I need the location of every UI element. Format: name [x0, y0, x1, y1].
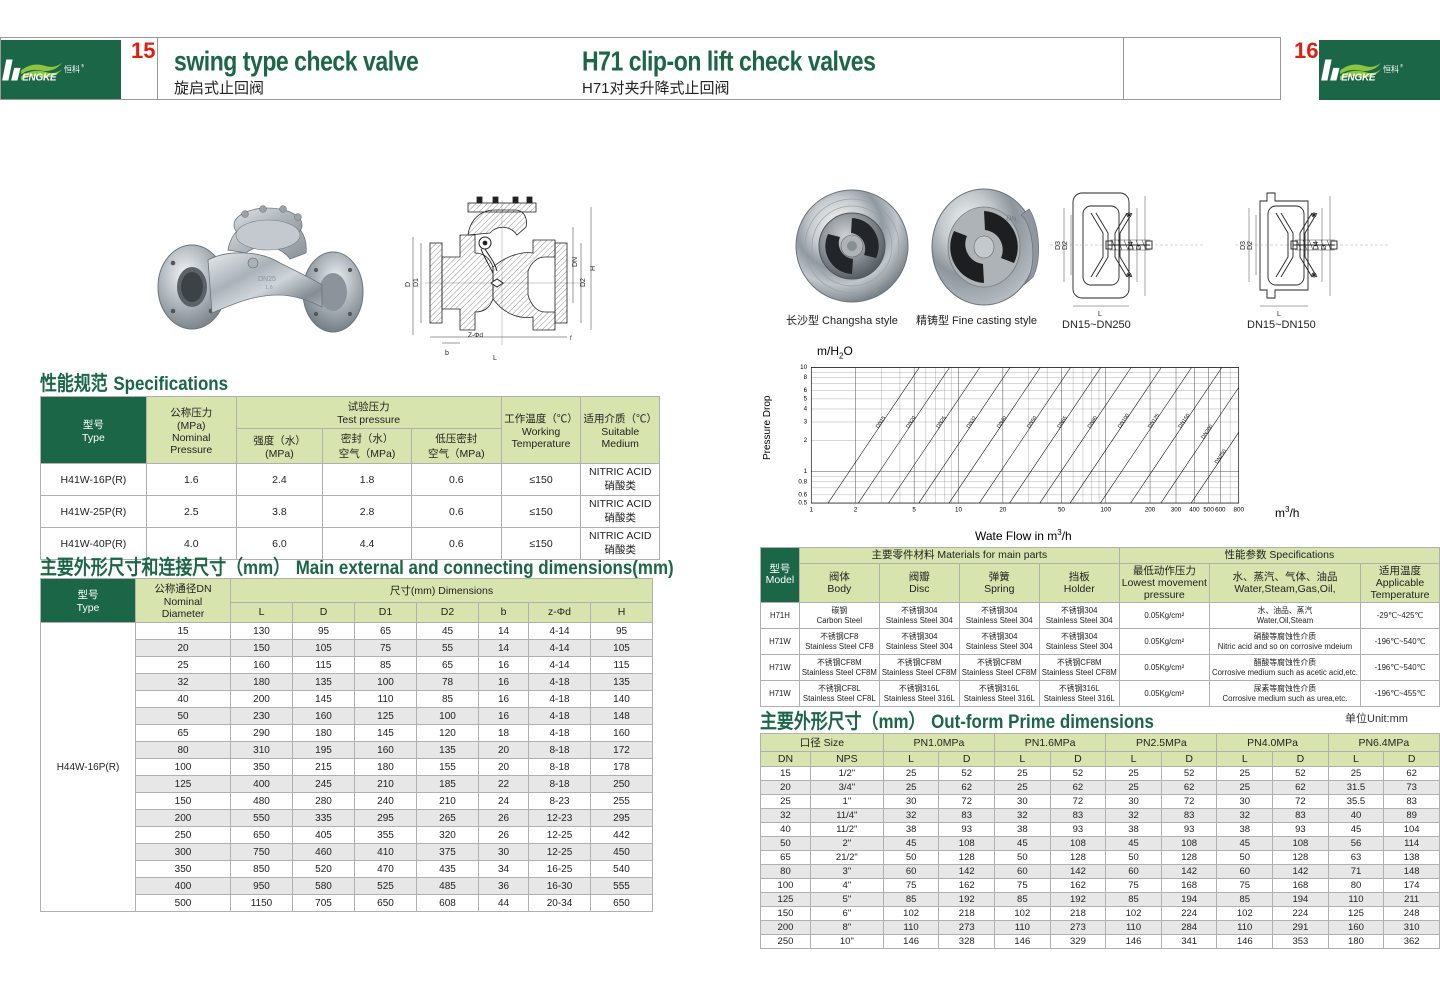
svg-text:®: ® [1400, 63, 1404, 68]
svg-text:DN150: DN150 [1177, 413, 1191, 430]
svg-text:D1: D1 [413, 278, 420, 287]
svg-text:3: 3 [804, 419, 808, 426]
svg-text:D4: D4 [1128, 241, 1135, 250]
svg-text:1: 1 [804, 468, 808, 475]
svg-text:L: L [493, 355, 497, 362]
svg-text:D4: D4 [1313, 241, 1320, 250]
svg-text:200: 200 [1145, 506, 1156, 513]
svg-text:0.5: 0.5 [798, 500, 807, 507]
svg-text:100: 100 [1101, 506, 1112, 513]
svg-text:300: 300 [1171, 506, 1182, 513]
svg-text:6: 6 [804, 387, 808, 394]
svg-text:DN125: DN125 [1147, 413, 1161, 430]
svg-text:Z-Φd: Z-Φd [468, 332, 483, 339]
svg-text:DN15~DN150: DN15~DN150 [1247, 319, 1316, 331]
svg-text:D: D [405, 282, 412, 287]
svg-text:D2: D2 [580, 278, 587, 287]
svg-text:D2: D2 [1062, 241, 1069, 250]
svg-text:b: b [445, 350, 449, 357]
svg-text:4: 4 [804, 406, 808, 413]
svg-text:0.8: 0.8 [798, 478, 807, 485]
svg-text:DN250: DN250 [1214, 448, 1228, 465]
svg-text:ENGKE: ENGKE [1341, 73, 1376, 84]
svg-text:10: 10 [955, 506, 962, 513]
svg-text:1: 1 [810, 506, 814, 513]
svg-text:D: D [1136, 245, 1143, 250]
svg-text:D3: D3 [1055, 241, 1062, 250]
svg-text:DN25: DN25 [258, 276, 276, 283]
svg-text:0.6: 0.6 [798, 491, 807, 498]
svg-text:5: 5 [804, 395, 808, 402]
svg-text:20: 20 [999, 506, 1006, 513]
svg-text:5: 5 [912, 506, 916, 513]
svg-text:600: 600 [1215, 506, 1226, 513]
svg-text:2: 2 [804, 437, 808, 444]
svg-text:f: f [570, 336, 572, 342]
svg-text:800: 800 [1234, 506, 1245, 513]
svg-text:10: 10 [800, 364, 807, 371]
svg-text:500: 500 [1203, 506, 1214, 513]
svg-text:1.6: 1.6 [265, 285, 273, 291]
svg-text:DN: DN [572, 257, 579, 267]
svg-text:2: 2 [854, 506, 858, 513]
svg-text:L: L [1277, 311, 1281, 318]
svg-text:8: 8 [804, 374, 808, 381]
svg-text:DN200: DN200 [1200, 424, 1214, 441]
svg-text:L: L [1098, 311, 1102, 318]
svg-text:50: 50 [1058, 506, 1065, 513]
svg-text:恒科: 恒科 [1383, 64, 1399, 74]
svg-text:DN15~DN250: DN15~DN250 [1062, 319, 1131, 331]
svg-text:DN100: DN100 [1117, 413, 1131, 430]
svg-text:D: D [1321, 245, 1328, 250]
svg-text:D3: D3 [1240, 241, 1247, 250]
svg-text:D2: D2 [1247, 241, 1254, 250]
svg-text:H: H [590, 266, 597, 271]
svg-text:400: 400 [1189, 506, 1200, 513]
